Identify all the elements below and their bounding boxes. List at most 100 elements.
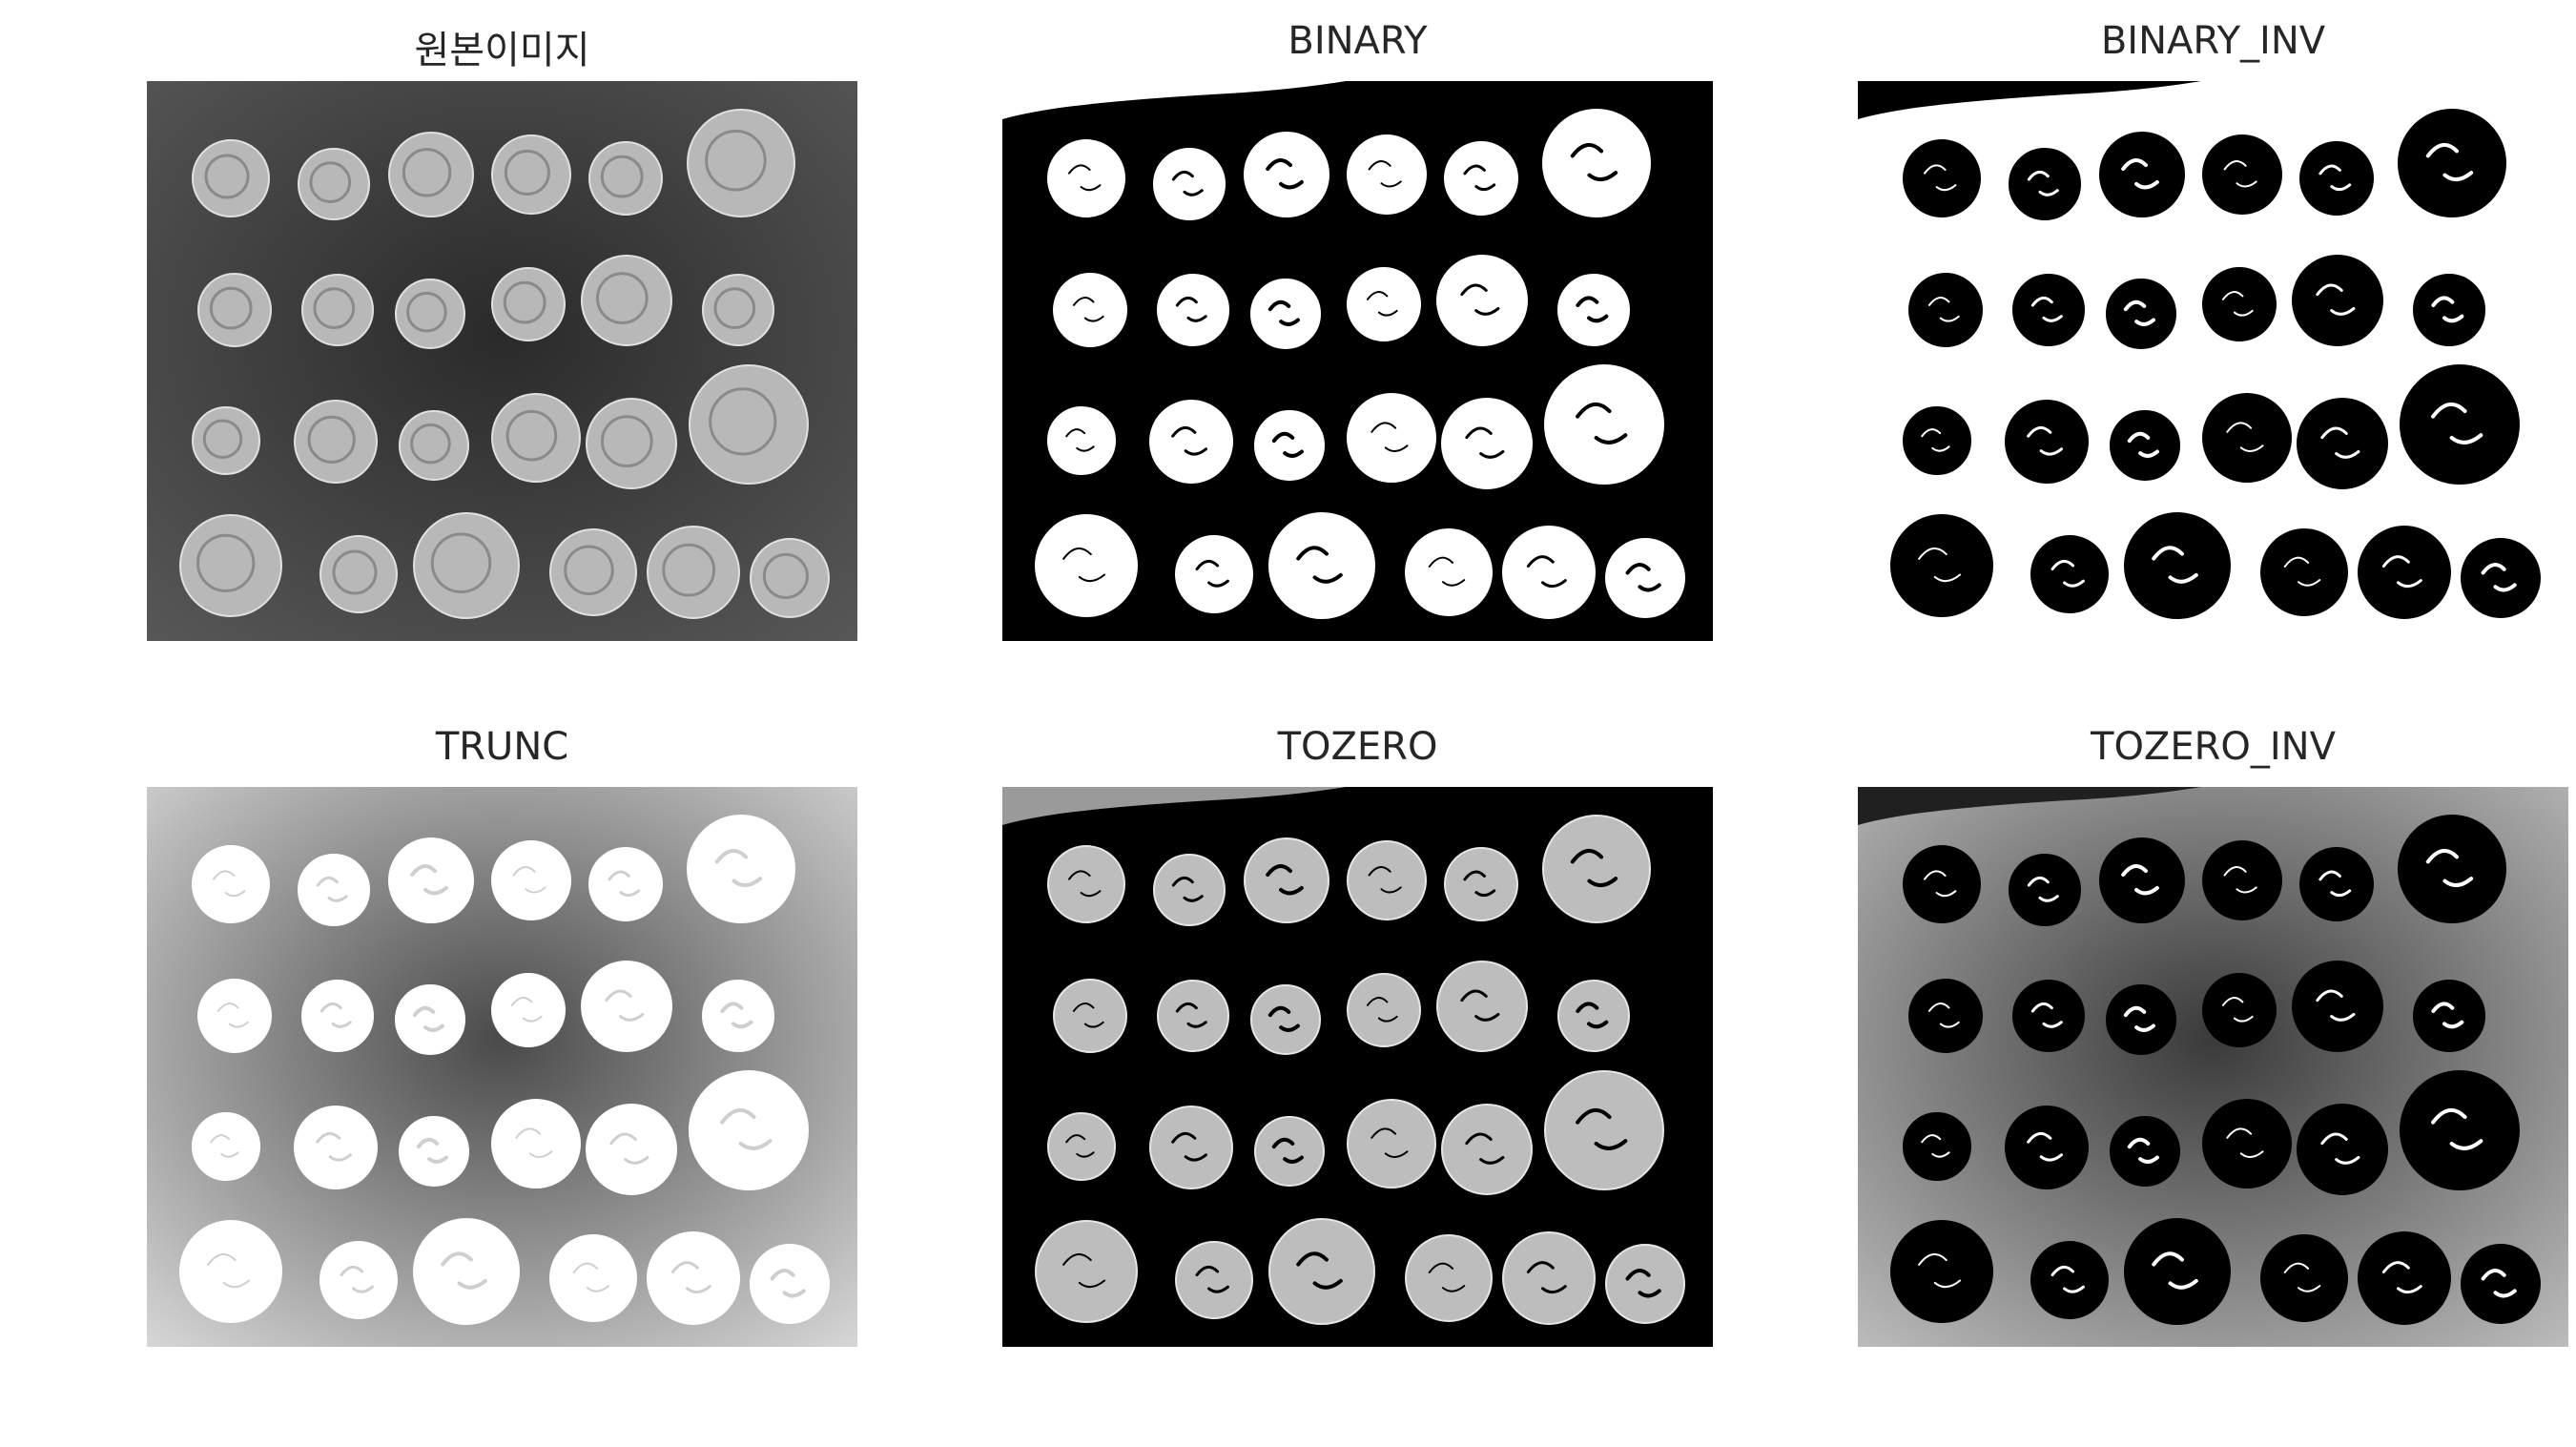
coin-detail bbox=[662, 543, 716, 597]
coin bbox=[179, 1220, 282, 1323]
panel-trunc: TRUNC bbox=[147, 715, 857, 1350]
coin-detail bbox=[2283, 556, 2321, 587]
coin-detail bbox=[2123, 1005, 2155, 1032]
coin bbox=[2110, 1116, 2180, 1187]
panel-original: 원본이미지 bbox=[147, 10, 857, 644]
coin bbox=[1605, 1244, 1685, 1324]
coin-detail bbox=[714, 849, 763, 888]
coin-detail bbox=[410, 864, 448, 896]
coin bbox=[2030, 535, 2109, 613]
coin-detail bbox=[1072, 297, 1104, 322]
coin-detail bbox=[762, 552, 809, 600]
coin bbox=[1502, 526, 1596, 619]
coin-detail bbox=[1465, 426, 1505, 459]
coin bbox=[1544, 1070, 1664, 1190]
coin-detail bbox=[1576, 402, 1628, 444]
coin bbox=[586, 1104, 677, 1195]
noise-band bbox=[1858, 81, 2201, 119]
coin-detail bbox=[2121, 864, 2159, 896]
coin-detail bbox=[316, 1131, 352, 1162]
panel-tozero-inv: TOZERO_INV bbox=[1858, 715, 2568, 1350]
coin-detail bbox=[2425, 143, 2474, 182]
coin-detail bbox=[1576, 1002, 1609, 1029]
coin-detail bbox=[1921, 1134, 1950, 1158]
coin bbox=[2110, 410, 2180, 481]
coin bbox=[1542, 815, 1651, 923]
coin bbox=[2124, 1218, 2231, 1325]
coin bbox=[1053, 979, 1127, 1053]
coin-detail bbox=[2223, 160, 2257, 188]
coin-detail bbox=[595, 272, 649, 324]
coin bbox=[399, 1116, 469, 1187]
panel-title: TOZERO_INV bbox=[2091, 725, 2336, 769]
coin bbox=[1405, 528, 1493, 616]
coin bbox=[702, 274, 774, 346]
coin bbox=[1149, 400, 1233, 484]
coin bbox=[2260, 528, 2348, 616]
coin-detail bbox=[1460, 283, 1500, 316]
coin-detail bbox=[1625, 563, 1661, 592]
coin-detail bbox=[1576, 1107, 1628, 1150]
coin bbox=[294, 1106, 378, 1189]
coin bbox=[395, 279, 465, 349]
coin bbox=[647, 526, 740, 619]
coin bbox=[491, 973, 566, 1047]
coin bbox=[1149, 1106, 1233, 1189]
coin bbox=[1254, 410, 1325, 481]
coin bbox=[2461, 538, 2541, 618]
coin bbox=[2005, 1106, 2089, 1189]
coin-detail bbox=[1576, 296, 1609, 323]
coin-detail bbox=[1921, 428, 1950, 452]
coin bbox=[1347, 267, 1421, 341]
coin-detail bbox=[2050, 1265, 2085, 1293]
coin bbox=[491, 393, 581, 483]
coin-detail bbox=[1924, 164, 1957, 192]
coin-detail bbox=[1271, 1137, 1304, 1164]
coin bbox=[588, 141, 663, 216]
coin-detail bbox=[2481, 1269, 2517, 1298]
coin bbox=[1557, 980, 1630, 1052]
coin-detail bbox=[1370, 422, 1409, 452]
coin-detail bbox=[1918, 548, 1962, 583]
coin-detail bbox=[1366, 291, 1398, 317]
noise-band bbox=[1858, 787, 2201, 825]
coin bbox=[2030, 1241, 2109, 1319]
coin-detail bbox=[2226, 422, 2264, 452]
coin bbox=[491, 267, 566, 341]
coin-detail bbox=[196, 533, 256, 593]
coin-detail bbox=[1072, 1003, 1104, 1028]
coin bbox=[750, 538, 830, 618]
coin bbox=[2297, 1104, 2388, 1195]
coin-detail bbox=[515, 1127, 553, 1158]
coin bbox=[2413, 274, 2485, 346]
coin bbox=[2009, 148, 2081, 220]
coin bbox=[491, 840, 571, 920]
coin bbox=[2005, 400, 2089, 484]
coin-detail bbox=[600, 415, 653, 467]
coin-detail bbox=[1171, 1131, 1207, 1162]
coin bbox=[1436, 961, 1528, 1052]
coin-detail bbox=[2431, 296, 2464, 323]
coin-detail bbox=[2221, 291, 2254, 317]
coin-detail bbox=[1526, 1261, 1567, 1294]
coin bbox=[1903, 1112, 1971, 1181]
coin-detail bbox=[1171, 876, 1204, 902]
coin-detail bbox=[1296, 546, 1343, 584]
coin-detail bbox=[313, 287, 356, 329]
coin bbox=[491, 134, 571, 215]
coin-detail bbox=[2152, 1251, 2198, 1290]
coin bbox=[2292, 255, 2383, 346]
coin-detail bbox=[2221, 997, 2254, 1023]
coin-detail bbox=[720, 1002, 753, 1029]
coin bbox=[1157, 274, 1229, 346]
coin bbox=[298, 148, 370, 220]
coin bbox=[1890, 514, 1993, 617]
coin-detail bbox=[572, 1262, 610, 1292]
coin bbox=[301, 274, 374, 346]
coin bbox=[1175, 1241, 1253, 1319]
coin-detail bbox=[2030, 296, 2063, 322]
coin bbox=[2009, 854, 2081, 926]
coin-detail bbox=[1068, 164, 1102, 192]
coin-detail bbox=[1463, 870, 1496, 898]
coin-detail bbox=[600, 155, 644, 198]
